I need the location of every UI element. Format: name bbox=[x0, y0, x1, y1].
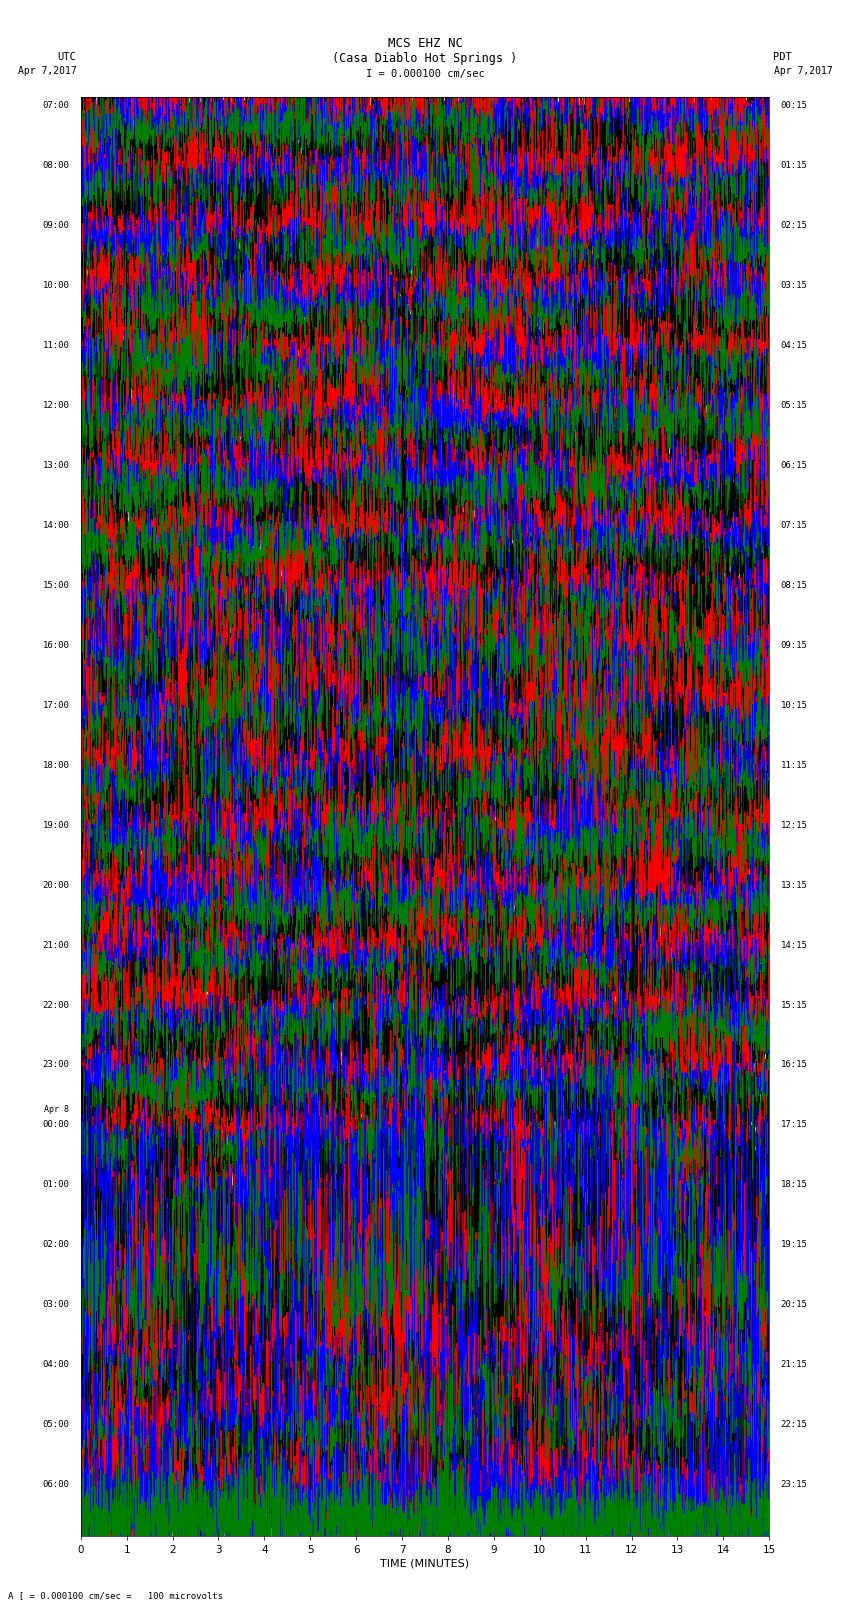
Text: 23:00: 23:00 bbox=[42, 1060, 70, 1069]
Text: Apr 8: Apr 8 bbox=[44, 1105, 70, 1115]
Text: 03:15: 03:15 bbox=[780, 281, 808, 290]
Text: MCS EHZ NC: MCS EHZ NC bbox=[388, 37, 462, 50]
Text: 14:00: 14:00 bbox=[42, 521, 70, 531]
Text: 14:15: 14:15 bbox=[780, 940, 808, 950]
Text: 23:15: 23:15 bbox=[780, 1481, 808, 1489]
Text: 04:00: 04:00 bbox=[42, 1360, 70, 1369]
Text: 15:00: 15:00 bbox=[42, 581, 70, 590]
Text: 09:00: 09:00 bbox=[42, 221, 70, 231]
Text: 17:00: 17:00 bbox=[42, 700, 70, 710]
Text: Apr 7,2017: Apr 7,2017 bbox=[774, 66, 832, 76]
Text: 05:15: 05:15 bbox=[780, 402, 808, 410]
X-axis label: TIME (MINUTES): TIME (MINUTES) bbox=[381, 1558, 469, 1569]
Text: 03:00: 03:00 bbox=[42, 1300, 70, 1310]
Text: 22:15: 22:15 bbox=[780, 1419, 808, 1429]
Text: A [ = 0.000100 cm/sec =   100 microvolts: A [ = 0.000100 cm/sec = 100 microvolts bbox=[8, 1590, 224, 1600]
Text: 22:00: 22:00 bbox=[42, 1000, 70, 1010]
Text: 21:00: 21:00 bbox=[42, 940, 70, 950]
Text: 11:00: 11:00 bbox=[42, 340, 70, 350]
Text: 21:15: 21:15 bbox=[780, 1360, 808, 1369]
Text: 06:00: 06:00 bbox=[42, 1481, 70, 1489]
Text: 17:15: 17:15 bbox=[780, 1121, 808, 1129]
Text: 13:00: 13:00 bbox=[42, 461, 70, 469]
Text: 04:15: 04:15 bbox=[780, 340, 808, 350]
Text: 00:00: 00:00 bbox=[42, 1121, 70, 1129]
Text: (Casa Diablo Hot Springs ): (Casa Diablo Hot Springs ) bbox=[332, 52, 518, 65]
Text: 07:00: 07:00 bbox=[42, 102, 70, 110]
Text: 10:00: 10:00 bbox=[42, 281, 70, 290]
Text: 08:00: 08:00 bbox=[42, 161, 70, 171]
Text: UTC: UTC bbox=[58, 52, 76, 61]
Text: 09:15: 09:15 bbox=[780, 640, 808, 650]
Text: PDT: PDT bbox=[774, 52, 792, 61]
Text: I = 0.000100 cm/sec: I = 0.000100 cm/sec bbox=[366, 69, 484, 79]
Text: 07:15: 07:15 bbox=[780, 521, 808, 531]
Text: 19:15: 19:15 bbox=[780, 1240, 808, 1250]
Text: 01:00: 01:00 bbox=[42, 1181, 70, 1189]
Text: Apr 7,2017: Apr 7,2017 bbox=[18, 66, 76, 76]
Text: 18:00: 18:00 bbox=[42, 761, 70, 769]
Text: 02:00: 02:00 bbox=[42, 1240, 70, 1250]
Text: 20:15: 20:15 bbox=[780, 1300, 808, 1310]
Text: 08:15: 08:15 bbox=[780, 581, 808, 590]
Text: 18:15: 18:15 bbox=[780, 1181, 808, 1189]
Text: 10:15: 10:15 bbox=[780, 700, 808, 710]
Text: 06:15: 06:15 bbox=[780, 461, 808, 469]
Text: 12:15: 12:15 bbox=[780, 821, 808, 829]
Text: 13:15: 13:15 bbox=[780, 881, 808, 890]
Text: 01:15: 01:15 bbox=[780, 161, 808, 171]
Text: 00:15: 00:15 bbox=[780, 102, 808, 110]
Text: 02:15: 02:15 bbox=[780, 221, 808, 231]
Text: 12:00: 12:00 bbox=[42, 402, 70, 410]
Text: 05:00: 05:00 bbox=[42, 1419, 70, 1429]
Text: 19:00: 19:00 bbox=[42, 821, 70, 829]
Text: 20:00: 20:00 bbox=[42, 881, 70, 890]
Text: 11:15: 11:15 bbox=[780, 761, 808, 769]
Text: 16:00: 16:00 bbox=[42, 640, 70, 650]
Text: 15:15: 15:15 bbox=[780, 1000, 808, 1010]
Text: 16:15: 16:15 bbox=[780, 1060, 808, 1069]
